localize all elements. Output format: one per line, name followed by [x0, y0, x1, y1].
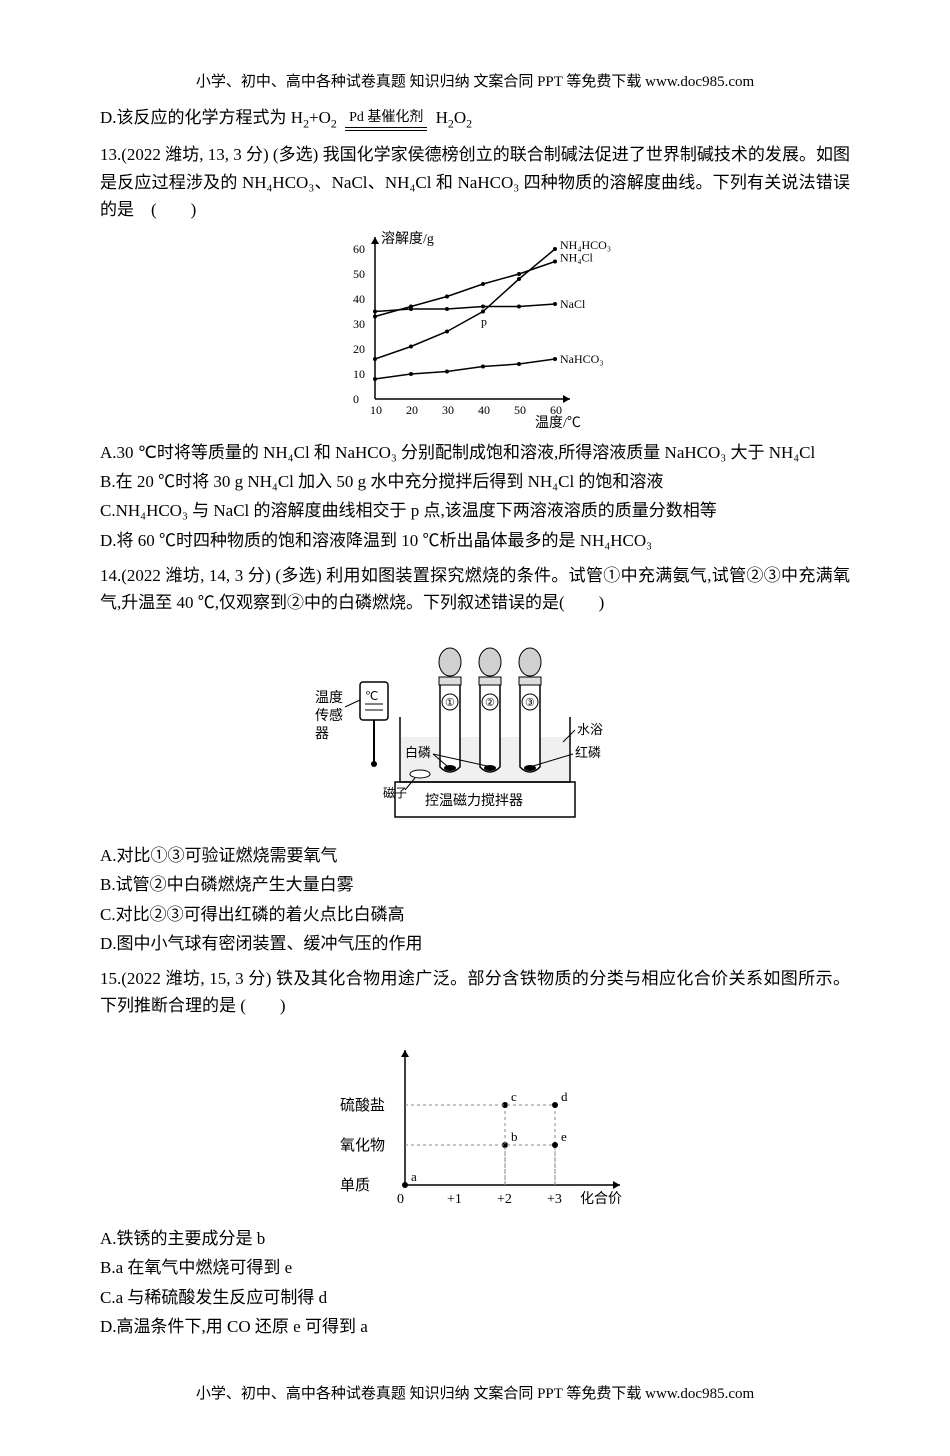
- svg-text:30: 30: [442, 403, 454, 417]
- q14-stem: 14.(2022 潍坊, 14, 3 分) (多选) 利用如图装置探究燃烧的条件…: [100, 562, 850, 616]
- svg-text:①: ①: [445, 697, 455, 709]
- plus: +O: [309, 108, 331, 127]
- q15-A: A.铁锈的主要成分是 b: [100, 1225, 850, 1252]
- q13-stem: 13.(2022 潍坊, 13, 3 分) (多选) 我国化学家侯德榜创立的联合…: [100, 141, 850, 223]
- svg-text:水浴: 水浴: [577, 722, 603, 737]
- svg-text:白磷: 白磷: [405, 745, 431, 760]
- svg-text:0: 0: [397, 1192, 404, 1207]
- q14-diagram-wrap: 控温磁力搅拌器 磁子 ① ② ③ ℃ 温度传感器白磷 红磷 水浴: [100, 622, 850, 832]
- q14-B: B.试管②中白磷燃烧产生大量白雾: [100, 871, 850, 898]
- svg-text:+2: +2: [497, 1192, 512, 1207]
- sub: 2: [331, 116, 337, 130]
- svg-text:单质: 单质: [340, 1177, 370, 1194]
- svg-text:硫酸盐: 硫酸盐: [340, 1097, 385, 1114]
- prod: H: [436, 108, 448, 127]
- svg-text:20: 20: [406, 403, 418, 417]
- q15-B: B.a 在氧气中燃烧可得到 e: [100, 1254, 850, 1281]
- sub: 2: [466, 116, 472, 130]
- svg-text:+3: +3: [547, 1192, 562, 1207]
- svg-text:e: e: [561, 1129, 567, 1144]
- svg-text:℃: ℃: [365, 689, 378, 703]
- svg-text:a: a: [411, 1169, 417, 1184]
- svg-text:p: p: [481, 315, 487, 329]
- q15-C: C.a 与稀硫酸发生反应可制得 d: [100, 1284, 850, 1311]
- q15-stem: 15.(2022 潍坊, 15, 3 分) 铁及其化合物用途广泛。部分含铁物质的…: [100, 965, 850, 1019]
- svg-text:NaCl: NaCl: [560, 297, 586, 311]
- svg-text:50: 50: [353, 267, 365, 281]
- svg-text:溶解度/g: 溶解度/g: [381, 231, 434, 247]
- q13-B: B.在 20 ℃时将 30 g NH₄Cl 加入 50 g 水中充分搅拌后得到 …: [100, 468, 850, 495]
- catalyst-label: Pd 基催化剂: [345, 111, 427, 128]
- svg-text:控温磁力搅拌器: 控温磁力搅拌器: [425, 793, 523, 809]
- q15-chart: 硫酸盐氧化物单质 0 +1 +2 +3 化合价 a b c d e: [315, 1025, 635, 1215]
- svg-text:化合价: 化合价: [580, 1191, 622, 1207]
- svg-text:器: 器: [315, 727, 329, 742]
- q14-D: D.图中小气球有密闭装置、缓冲气压的作用: [100, 930, 850, 957]
- svg-text:②: ②: [485, 697, 495, 709]
- prod: O: [454, 108, 466, 127]
- q15-D: D.高温条件下,用 CO 还原 e 可得到 a: [100, 1313, 850, 1340]
- svg-text:磁子: 磁子: [383, 785, 407, 800]
- svg-text:b: b: [511, 1129, 518, 1144]
- svg-text:氧化物: 氧化物: [340, 1137, 385, 1154]
- svg-text:50: 50: [514, 403, 526, 417]
- svg-text:NaHCO₃: NaHCO₃: [560, 352, 604, 366]
- svg-text:60: 60: [550, 403, 562, 417]
- page-footer: 小学、初中、高中各种试卷真题 知识归纳 文案合同 PPT 等免费下载 www.d…: [100, 1382, 850, 1406]
- svg-text:红磷: 红磷: [575, 745, 601, 760]
- svg-text:③: ③: [525, 697, 535, 709]
- svg-text:10: 10: [370, 403, 382, 417]
- page-header: 小学、初中、高中各种试卷真题 知识归纳 文案合同 PPT 等免费下载 www.d…: [100, 70, 850, 94]
- svg-text:+1: +1: [447, 1192, 462, 1207]
- q13-C: C.NH₄HCO₃ 与 NaCl 的溶解度曲线相交于 p 点,该温度下两溶液溶质…: [100, 497, 850, 524]
- svg-text:温度/℃: 温度/℃: [535, 415, 581, 429]
- q13-chart: 溶解度/g温度/℃1020304050600102030405060NH₄HCO…: [325, 229, 625, 429]
- svg-text:10: 10: [353, 367, 365, 381]
- svg-text:20: 20: [353, 342, 365, 356]
- q15-chart-wrap: 硫酸盐氧化物单质 0 +1 +2 +3 化合价 a b c d e: [100, 1025, 850, 1215]
- q12d-prefix: D.该反应的化学方程式为 H: [100, 108, 303, 127]
- q13-chart-wrap: 溶解度/g温度/℃1020304050600102030405060NH₄HCO…: [100, 229, 850, 429]
- svg-text:0: 0: [353, 392, 359, 406]
- q13-A: A.30 ℃时将等质量的 NH₄Cl 和 NaHCO₃ 分别配制成饱和溶液,所得…: [100, 439, 850, 466]
- svg-text:NH₄Cl: NH₄Cl: [560, 251, 594, 265]
- q14-diagram: 控温磁力搅拌器 磁子 ① ② ③ ℃ 温度传感器白磷 红磷 水浴: [305, 622, 645, 832]
- q14-C: C.对比②③可得出红磷的着火点比白磷高: [100, 901, 850, 928]
- q13-D: D.将 60 ℃时四种物质的饱和溶液降温到 10 ℃析出晶体最多的是 NH₄HC…: [100, 527, 850, 554]
- q14-A: A.对比①③可验证燃烧需要氧气: [100, 842, 850, 869]
- svg-text:d: d: [561, 1089, 568, 1104]
- svg-text:60: 60: [353, 242, 365, 256]
- svg-text:40: 40: [353, 292, 365, 306]
- svg-text:40: 40: [478, 403, 490, 417]
- svg-text:30: 30: [353, 317, 365, 331]
- svg-text:c: c: [511, 1089, 517, 1104]
- svg-text:传感: 传感: [315, 707, 343, 724]
- q12d-option: D.该反应的化学方程式为 H2+O2 Pd 基催化剂 H2O2: [100, 104, 850, 133]
- svg-text:温度: 温度: [315, 690, 343, 706]
